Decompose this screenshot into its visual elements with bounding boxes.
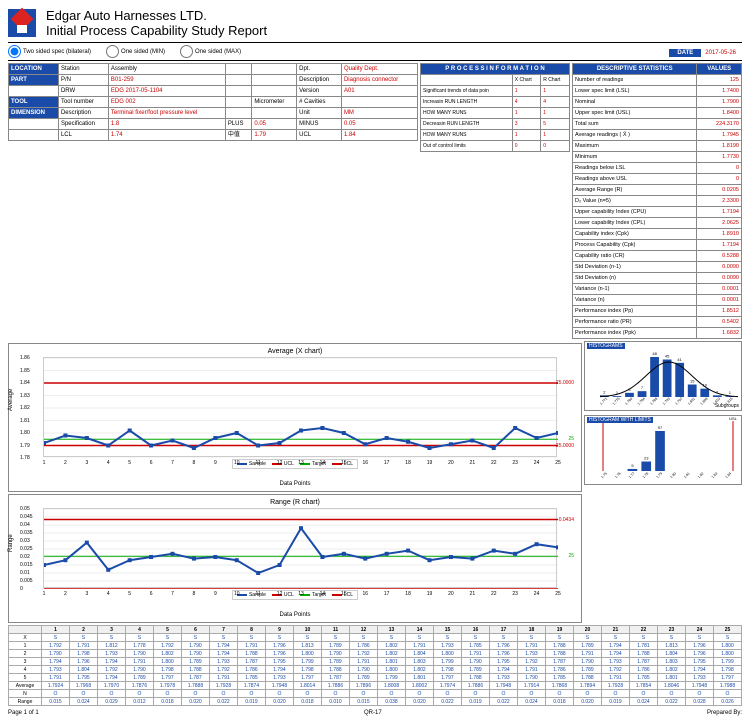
company-title: Edgar Auto Harnesses LTD. (46, 8, 267, 23)
svg-text:1.82: 1.82 (697, 471, 705, 479)
svg-text:1.77: 1.77 (628, 471, 636, 479)
svg-text:23: 23 (644, 456, 649, 461)
chart-legend: SampleUCLTargetLCL (232, 590, 358, 600)
svg-text:1.771: 1.771 (599, 397, 608, 406)
r-chart-area: Range (R chart) Range 0.050.0450.040.035… (8, 494, 582, 623)
svg-text:1.78: 1.78 (642, 471, 650, 479)
logo (8, 9, 36, 37)
svg-text:48: 48 (652, 351, 657, 356)
footer: Page 1 of 1 QR-17 Prepared By: (8, 710, 742, 716)
svg-text:1.80: 1.80 (669, 471, 677, 479)
r-chart-title: Range (R chart) (13, 499, 577, 506)
radio-min[interactable] (106, 45, 119, 58)
svg-text:1.806: 1.806 (700, 397, 709, 406)
svg-text:97: 97 (658, 425, 663, 430)
radio-bilateral[interactable] (8, 45, 21, 58)
spec-type-radios: Two sided spec (bilateral) One sided (MI… (8, 42, 742, 61)
svg-text:1.788: 1.788 (649, 397, 658, 406)
svg-text:45: 45 (665, 354, 670, 359)
chart-legend: SampleUCLTargetLCL (232, 459, 358, 469)
x-chart: 1.861.851.841.831.821.811.801.791.781234… (43, 357, 557, 457)
data-table: 1234567891011121314151617181920212223242… (8, 625, 742, 706)
svg-text:1.81: 1.81 (683, 471, 691, 479)
svg-text:7: 7 (641, 385, 644, 390)
process-info-table: P R O C E S S I N F O R M A T I O NX Cha… (420, 63, 570, 152)
svg-text:1.79: 1.79 (656, 471, 664, 479)
svg-text:1.793: 1.793 (662, 397, 671, 406)
stats-table: DESCRIPTIVE STATISTICSVALUESNumber of re… (572, 63, 742, 339)
report-title: Initial Process Capability Study Report (46, 23, 267, 38)
histogram-limits: 1.75 1.76 5 1.77 23 1.78 97 1.79 1.80 1.81 1.82 1.8… (584, 415, 742, 485)
svg-text:1.83: 1.83 (711, 471, 719, 479)
svg-text:1.76: 1.76 (614, 471, 622, 479)
info-table: LOCATIONStationAssemblyDpt.Quality Dept.… (8, 63, 418, 141)
svg-text:1.797: 1.797 (674, 397, 683, 406)
svg-text:41: 41 (677, 357, 682, 362)
svg-text:2: 2 (603, 389, 606, 394)
svg-text:15: 15 (690, 379, 695, 384)
histogram: 21.77111.77551.78071.784481.788451.79341… (584, 341, 742, 411)
x-chart-title: Average (X chart) (13, 348, 577, 355)
radio-max[interactable] (180, 45, 193, 58)
svg-text:1.780: 1.780 (624, 397, 633, 406)
svg-text:1.75: 1.75 (600, 471, 608, 479)
svg-text:1.84: 1.84 (725, 471, 733, 479)
svg-text:USL: USL (729, 416, 738, 421)
svg-text:1.775: 1.775 (612, 397, 621, 406)
svg-text:1.801: 1.801 (687, 397, 696, 406)
svg-text:1.784: 1.784 (637, 397, 646, 406)
x-chart-area: Average (X chart) Average 1.861.851.841.… (8, 343, 582, 492)
date-box: DATE2017-05-26 (669, 50, 740, 56)
svg-text:5: 5 (631, 463, 634, 468)
r-chart: 0.050.0450.040.0350.030.0250.020.0150.01… (43, 508, 557, 588)
svg-text:1: 1 (729, 390, 732, 395)
